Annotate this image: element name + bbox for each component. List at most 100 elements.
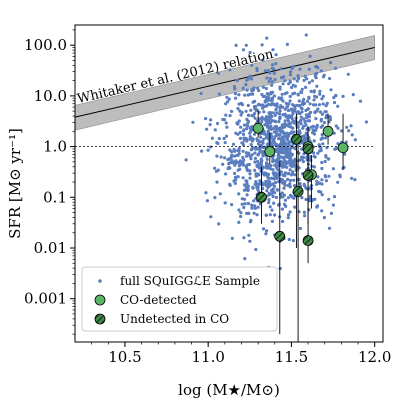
sample-point [255, 137, 259, 141]
sample-point [217, 137, 221, 141]
sample-point [223, 156, 227, 160]
sample-point [253, 204, 257, 208]
co-undetected-marker [302, 170, 314, 181]
sample-point [241, 163, 245, 167]
sample-point [281, 82, 285, 86]
sample-point [231, 161, 235, 165]
sample-point [332, 195, 337, 199]
sample-point [283, 119, 287, 123]
co-undetected-marker [291, 133, 302, 145]
sample-point [308, 158, 312, 162]
sample-point [300, 87, 304, 91]
co-detected-marker [337, 142, 349, 154]
sample-point [277, 127, 281, 131]
sample-point [293, 205, 297, 209]
sample-point [260, 115, 264, 119]
sample-point [270, 119, 274, 123]
sample-point [249, 143, 253, 147]
sample-point [287, 151, 291, 155]
sample-point [290, 108, 294, 112]
sample-point [254, 180, 258, 184]
co-detected-marker [322, 125, 334, 137]
legend-box [81, 266, 278, 332]
sample-point [209, 118, 213, 122]
sample-point [246, 103, 250, 108]
sample-point [246, 119, 250, 123]
sample-point [241, 132, 246, 136]
sample-point [333, 66, 338, 70]
sample-point [304, 85, 308, 89]
sample-point [323, 159, 327, 164]
sample-point [286, 160, 291, 165]
sample-point [334, 124, 338, 128]
sample-point [300, 147, 304, 151]
sample-point [312, 165, 316, 169]
sample-point [344, 140, 348, 144]
sample-point [255, 213, 259, 217]
sample-point [263, 123, 267, 127]
sample-point [240, 141, 244, 145]
sample-point [274, 62, 278, 66]
sample-point [302, 210, 306, 214]
co-undetected-marker [274, 230, 286, 242]
sample-point [334, 93, 338, 98]
sample-point [278, 146, 283, 150]
sample-point [244, 43, 248, 47]
sample-point [288, 114, 292, 118]
sample-point [255, 172, 259, 177]
sample-point [245, 139, 249, 143]
sample-point [184, 158, 188, 162]
sample-point [200, 149, 204, 153]
sample-point [272, 173, 276, 177]
y-tick-label: 10.0 [34, 87, 67, 105]
sample-point [332, 100, 337, 105]
sample-point [303, 121, 307, 125]
sample-point [282, 148, 286, 152]
sample-point [301, 99, 305, 103]
sample-point [274, 108, 278, 112]
sample-point [312, 89, 316, 93]
sample-point [253, 182, 257, 186]
sample-point [295, 103, 299, 107]
sample-point [269, 132, 273, 136]
sample-point [223, 141, 227, 145]
sample-point [314, 117, 318, 121]
sample-point [333, 147, 337, 151]
sample-point [325, 101, 329, 105]
sample-point [234, 131, 238, 135]
sample-point [268, 77, 272, 81]
sample-point [235, 78, 239, 83]
legend-sample-marker [98, 279, 102, 283]
sample-point [218, 192, 222, 196]
sample-point [262, 110, 266, 114]
sample-point [237, 93, 241, 97]
sample-point [242, 158, 246, 162]
sample-point [353, 178, 357, 182]
sample-point [278, 143, 282, 147]
sample-point [297, 99, 301, 103]
sample-point [317, 103, 322, 107]
sample-point [275, 102, 279, 106]
sample-point [270, 83, 274, 87]
sample-point [241, 149, 245, 153]
sample-point [312, 151, 316, 155]
sample-point [272, 177, 276, 181]
sample-point [237, 146, 241, 150]
sample-point [273, 213, 277, 217]
sample-point [300, 157, 304, 161]
sample-point [287, 140, 291, 144]
sample-point [290, 153, 294, 157]
sample-point [296, 76, 301, 81]
sample-point [242, 136, 246, 140]
sample-point [319, 125, 323, 129]
y-tick-label: 100.0 [24, 36, 67, 54]
sample-point [272, 190, 276, 194]
x-tick-label: 11.5 [275, 348, 308, 366]
sample-point [268, 213, 272, 217]
sample-point [316, 151, 320, 155]
sample-point [311, 124, 315, 128]
sample-point [281, 135, 285, 139]
sample-point [324, 155, 328, 159]
sample-point [209, 215, 213, 219]
